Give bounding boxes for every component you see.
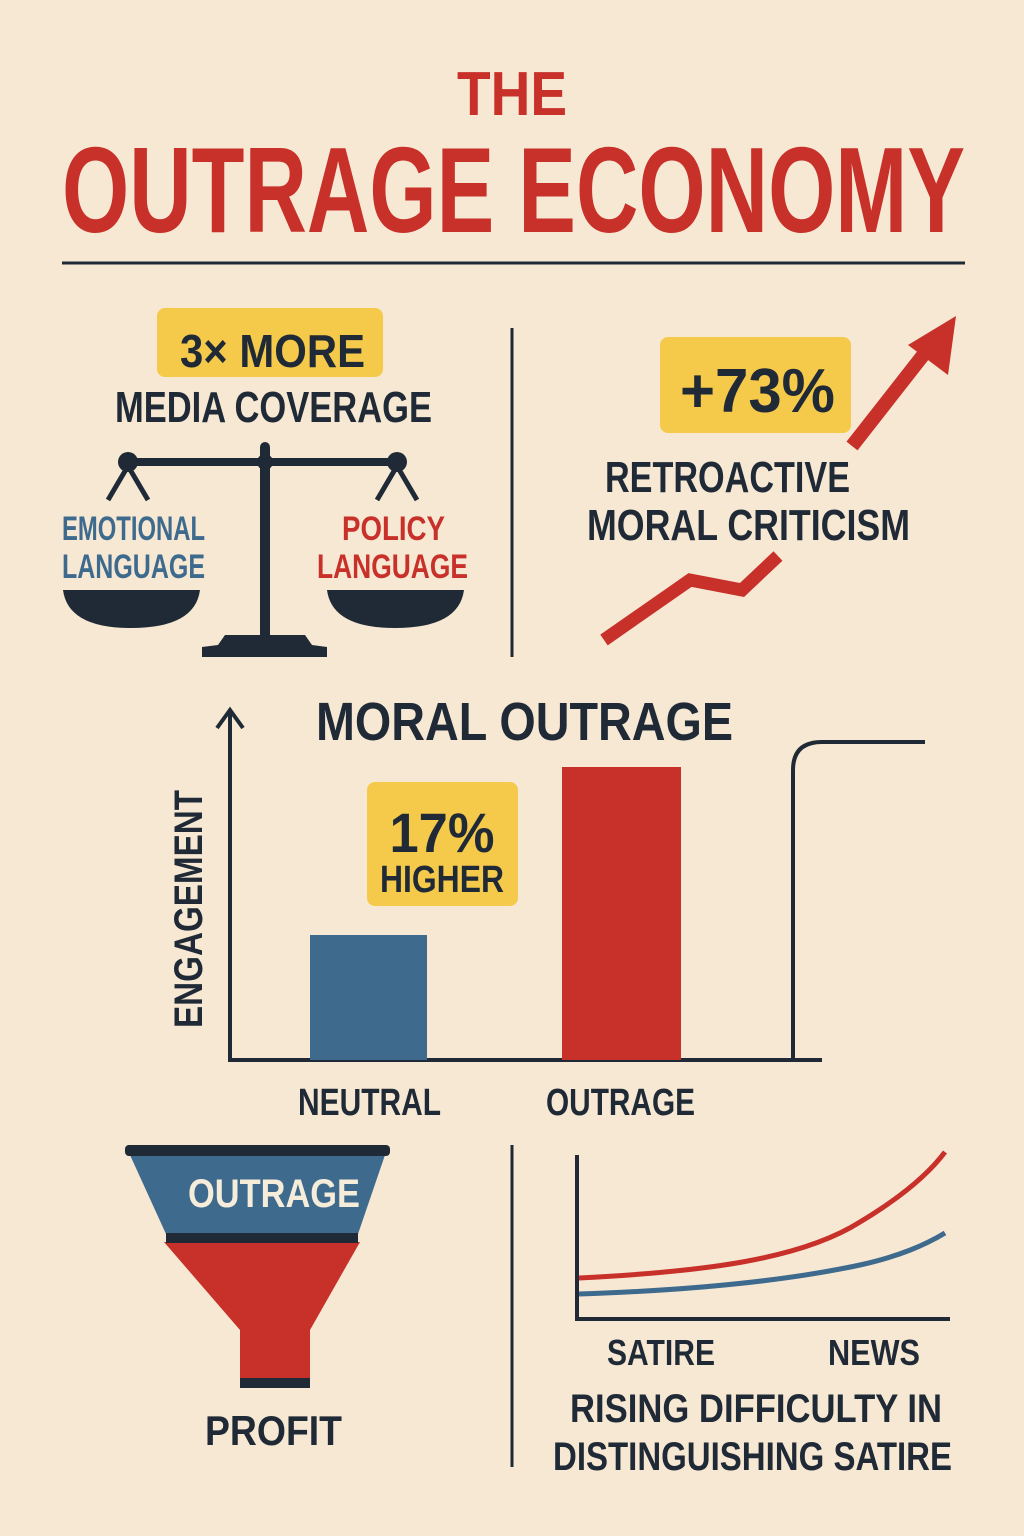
- criticism-section: +73% RETROACTIVE MORAL CRITICISM: [587, 316, 956, 646]
- left-pan-label-line2: LANGUAGE: [62, 548, 205, 586]
- balance-scale-icon: [63, 442, 464, 657]
- funnel-bottom-label: PROFIT: [205, 1407, 342, 1454]
- engagement-chart-title: MORAL OUTRAGE: [316, 692, 733, 752]
- right-pan-label-line2: LANGUAGE: [317, 548, 468, 586]
- page-title: OUTRAGE ECONOMY: [62, 122, 965, 258]
- criticism-badge: [660, 337, 851, 433]
- funnel-top-label: OUTRAGE: [188, 1172, 360, 1216]
- criticism-label-line2: MORAL CRITICISM: [587, 501, 910, 550]
- engagement-badge-line1: 17%: [390, 801, 495, 864]
- criticism-badge-text: +73%: [680, 357, 835, 426]
- satire-chart: SATIRE NEWS RISING DIFFICULTY IN DISTING…: [553, 1150, 952, 1479]
- coverage-badge-text: 3× MORE: [180, 325, 365, 377]
- coverage-label: MEDIA COVERAGE: [115, 383, 432, 432]
- x-label-satire: SATIRE: [607, 1332, 715, 1373]
- funnel-icon: [125, 1145, 390, 1388]
- engagement-badge-line2: HIGHER: [380, 859, 504, 901]
- y-axis-arrow-icon: [215, 706, 245, 730]
- title-line1: THE: [457, 60, 567, 129]
- engagement-chart: MORAL OUTRAGE ENGAGEMENT 17% HIGHER NEUT…: [167, 692, 925, 1124]
- trend-up-arrow-icon: [600, 316, 956, 646]
- left-pan-label-line1: EMOTIONAL: [62, 510, 205, 548]
- plateau-line: [791, 740, 925, 1060]
- satire-caption-line2: DISTINGUISHING SATIRE: [553, 1435, 952, 1479]
- coverage-badge: [157, 308, 383, 377]
- engagement-badge: [367, 782, 518, 906]
- satire-caption-line1: RISING DIFFICULTY IN: [570, 1387, 942, 1431]
- criticism-label-line1: RETROACTIVE: [605, 453, 850, 502]
- coverage-section: 3× MORE MEDIA COVERAGE EMOTIONAL LANGUAG…: [62, 308, 468, 657]
- x-label-news: NEWS: [828, 1332, 920, 1373]
- bar-outrage: [562, 767, 681, 1060]
- series-red-line: [578, 1150, 947, 1281]
- x-label-neutral: NEUTRAL: [298, 1082, 441, 1124]
- series-blue-line: [578, 1230, 947, 1297]
- bar-neutral: [310, 935, 427, 1060]
- x-label-outrage: OUTRAGE: [546, 1082, 695, 1124]
- y-axis-label: ENGAGEMENT: [167, 790, 211, 1028]
- right-pan-label-line1: POLICY: [342, 510, 445, 548]
